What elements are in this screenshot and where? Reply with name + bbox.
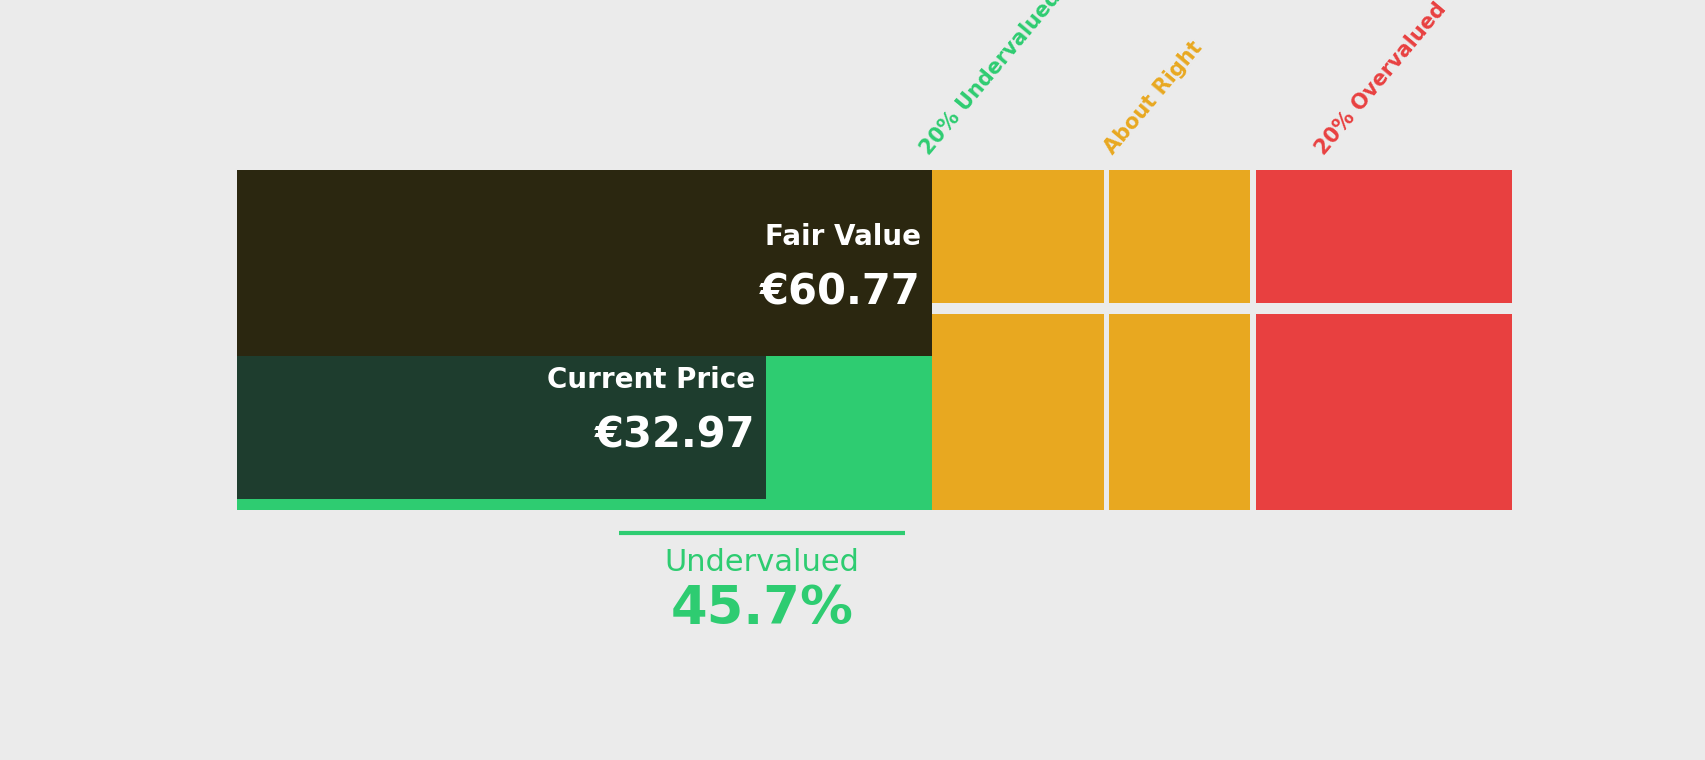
Text: Current Price: Current Price (547, 366, 755, 394)
Bar (1108, 314, 1250, 510)
Bar (1250, 170, 1255, 366)
Bar (1255, 170, 1511, 366)
Bar (1255, 314, 1511, 510)
Bar (931, 314, 1103, 510)
Text: 45.7%: 45.7% (670, 583, 852, 635)
Text: 20% Undervalued: 20% Undervalued (916, 0, 1064, 159)
Bar (237, 314, 766, 499)
Text: Undervalued: Undervalued (665, 548, 859, 577)
Bar (1250, 314, 1255, 510)
Text: About Right: About Right (1100, 38, 1205, 159)
Text: €32.97: €32.97 (595, 415, 755, 457)
Bar (237, 170, 931, 356)
Bar (1103, 314, 1108, 510)
Text: €60.77: €60.77 (760, 271, 921, 313)
Text: Fair Value: Fair Value (764, 223, 921, 251)
Bar (237, 303, 1511, 314)
Bar (237, 314, 931, 510)
Bar (237, 170, 931, 366)
Bar (1103, 170, 1108, 366)
Bar (1108, 170, 1250, 366)
Text: 20% Overvalued: 20% Overvalued (1311, 0, 1449, 159)
Bar (931, 170, 1103, 366)
